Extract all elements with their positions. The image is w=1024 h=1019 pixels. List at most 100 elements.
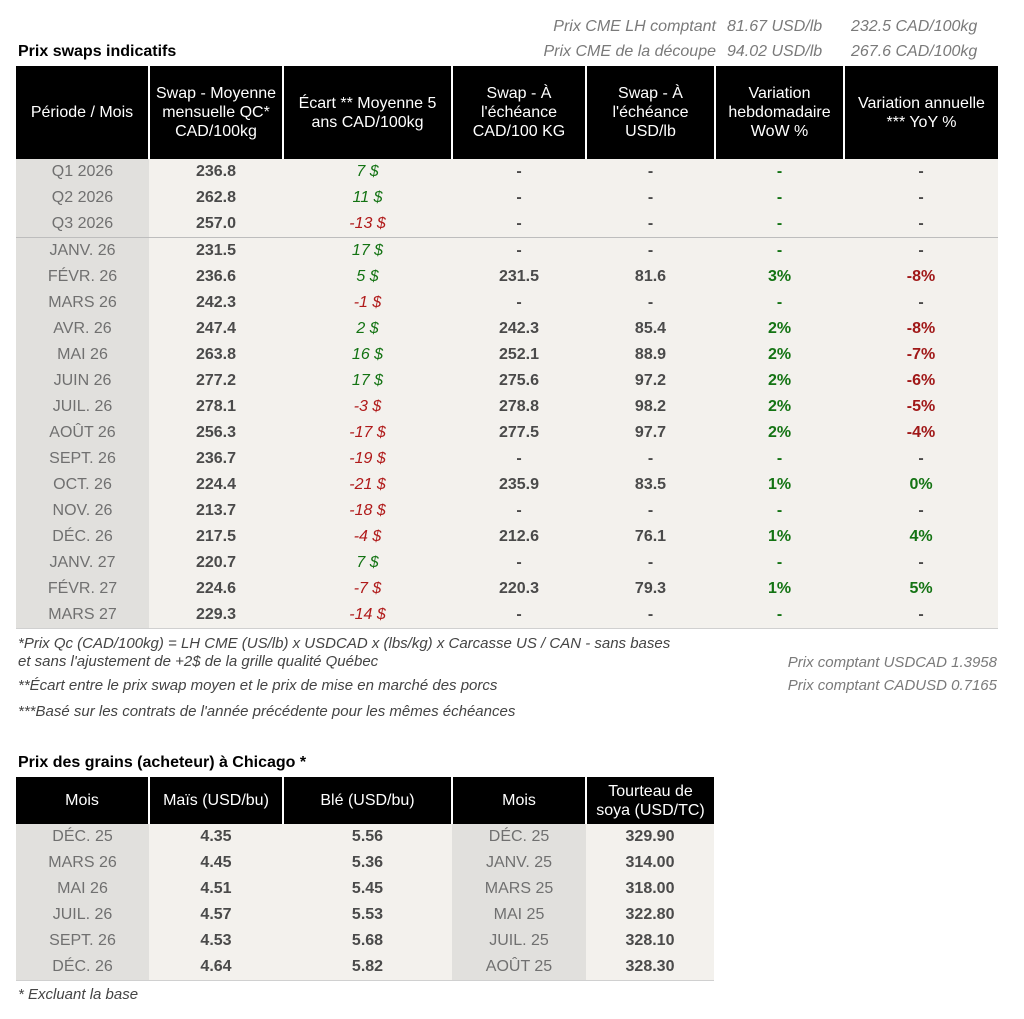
col-soya: Tourteau de soya (USD/TC) [585,777,714,824]
grain-mais-cell: 4.53 [149,928,283,954]
swap-period-cell: SEPT. 26 [16,446,149,472]
note-ecart: **Écart entre le prix swap moyen et le p… [18,677,498,694]
grain-mais-cell: 4.57 [149,902,283,928]
swap-cad-cell: - [452,550,586,576]
swap-row: MAI 26 263.8 16 $252.1 88.9 2% -7% [16,342,998,368]
swap-usd-cell: 97.7 [586,420,715,446]
grain-mois-soya-cell: JUIL. 25 [452,928,586,954]
grain-mois-cell: DÉC. 25 [16,824,149,850]
grain-mais-cell: 4.64 [149,954,283,981]
grain-mois-soya-cell: JANV. 25 [452,850,586,876]
swap-usd-cell: 76.1 [586,524,715,550]
grain-mois-cell: MAI 26 [16,876,149,902]
swap-row: DÉC. 26 217.5 -4 $212.6 76.1 1% 4% [16,524,998,550]
swap-usd-cell: 97.2 [586,368,715,394]
swap-wow-cell: - [715,602,844,629]
swap-ecart-cell: -3 $ [283,394,452,420]
swap-ecart-cell: -13 $ [283,211,452,238]
swap-yoy-cell: -7% [844,342,998,368]
swap-cad-cell: - [452,159,586,185]
swap-period-cell: MARS 27 [16,602,149,629]
swaps-table: Période / Mois Swap - Moyenne mensuelle … [16,66,998,629]
swap-moyenne-cell: 256.3 [149,420,283,446]
swap-cad-cell: - [452,290,586,316]
swap-yoy-cell: -8% [844,316,998,342]
swap-cad-cell: 275.6 [452,368,586,394]
swap-moyenne-cell: 229.3 [149,602,283,629]
grain-mois-cell: JUIL. 26 [16,902,149,928]
note-prix-qc-cont: et sans l'ajustement de +2$ de la grille… [18,653,379,670]
grain-soya-cell: 328.10 [586,928,714,954]
col-periode: Période / Mois [16,66,149,159]
cme-lh-label: Prix CME LH comptant [553,18,716,35]
grain-soya-cell: 318.00 [586,876,714,902]
grain-ble-cell: 5.36 [283,850,452,876]
swap-ecart-cell: -4 $ [283,524,452,550]
swap-ecart-cell: 7 $ [283,550,452,576]
swap-cad-cell: 277.5 [452,420,586,446]
col-wow: Variation hebdomadaire WoW % [714,66,844,159]
swap-period-cell: MAI 26 [16,342,149,368]
swap-period-cell: MARS 26 [16,290,149,316]
col-swap-usd: Swap - À l'échéance USD/lb [585,66,715,159]
cme-lh-usd: 81.67 USD/lb [727,18,823,35]
swap-cad-cell: 231.5 [452,264,586,290]
swap-wow-cell: - [715,290,844,316]
swap-period-cell: JUIN 26 [16,368,149,394]
swap-cad-cell: 235.9 [452,472,586,498]
swap-ecart-cell: 17 $ [283,368,452,394]
swap-cad-cell: - [452,237,586,264]
swap-wow-cell: - [715,237,844,264]
swap-ecart-cell: -1 $ [283,290,452,316]
grain-mois-soya-cell: DÉC. 25 [452,824,586,850]
swap-moyenne-cell: 262.8 [149,185,283,211]
grain-ble-cell: 5.56 [283,824,452,850]
swap-usd-cell: - [586,185,715,211]
swap-cad-cell: 242.3 [452,316,586,342]
swap-yoy-cell: -8% [844,264,998,290]
swap-period-cell: Q3 2026 [16,211,149,238]
grains-footnote: * Excluant la base [18,986,139,1003]
swap-usd-cell: - [586,237,715,264]
swap-wow-cell: - [715,498,844,524]
grain-ble-cell: 5.82 [283,954,452,981]
grain-row: MAI 26 4.51 5.45 MARS 25 318.00 [16,876,714,902]
grain-mois-soya-cell: MARS 25 [452,876,586,902]
swap-row: Q2 2026 262.8 11 $ - - - - [16,185,998,211]
swap-ecart-cell: 7 $ [283,159,452,185]
swap-wow-cell: 2% [715,316,844,342]
swap-cad-cell: 220.3 [452,576,586,602]
swap-row: JANV. 26 231.5 17 $ - - - - [16,237,998,264]
swap-row: NOV. 26 213.7 -18 $ - - - - [16,498,998,524]
cme-cutout-usd: 94.02 USD/lb [727,43,823,60]
swap-period-cell: OCT. 26 [16,472,149,498]
swap-row: MARS 26 242.3 -1 $ - - - - [16,290,998,316]
swap-yoy-cell: -4% [844,420,998,446]
swap-yoy-cell: - [844,602,998,629]
swap-wow-cell: - [715,211,844,238]
grains-title: Prix des grains (acheteur) à Chicago * [18,754,307,771]
swap-period-cell: JUIL. 26 [16,394,149,420]
swap-wow-cell: 1% [715,576,844,602]
swap-wow-cell: - [715,185,844,211]
grain-mais-cell: 4.35 [149,824,283,850]
swap-wow-cell: 1% [715,472,844,498]
swap-moyenne-cell: 242.3 [149,290,283,316]
swap-moyenne-cell: 236.7 [149,446,283,472]
grain-row: DÉC. 26 4.64 5.82 AOÛT 25 328.30 [16,954,714,981]
swap-period-cell: FÉVR. 26 [16,264,149,290]
swap-moyenne-cell: 236.8 [149,159,283,185]
swap-yoy-cell: - [844,211,998,238]
swap-cad-cell: - [452,185,586,211]
grains-table: Mois Maïs (USD/bu) Blé (USD/bu) Mois Tou… [16,777,714,981]
col-mois-soya: Mois [451,777,586,824]
swap-wow-cell: 2% [715,420,844,446]
grain-mois-cell: SEPT. 26 [16,928,149,954]
swap-period-cell: JANV. 27 [16,550,149,576]
swap-row: JANV. 27 220.7 7 $ - - - - [16,550,998,576]
swap-usd-cell: 88.9 [586,342,715,368]
swap-ecart-cell: -19 $ [283,446,452,472]
swap-ecart-cell: 5 $ [283,264,452,290]
swap-moyenne-cell: 220.7 [149,550,283,576]
swap-ecart-cell: 2 $ [283,316,452,342]
